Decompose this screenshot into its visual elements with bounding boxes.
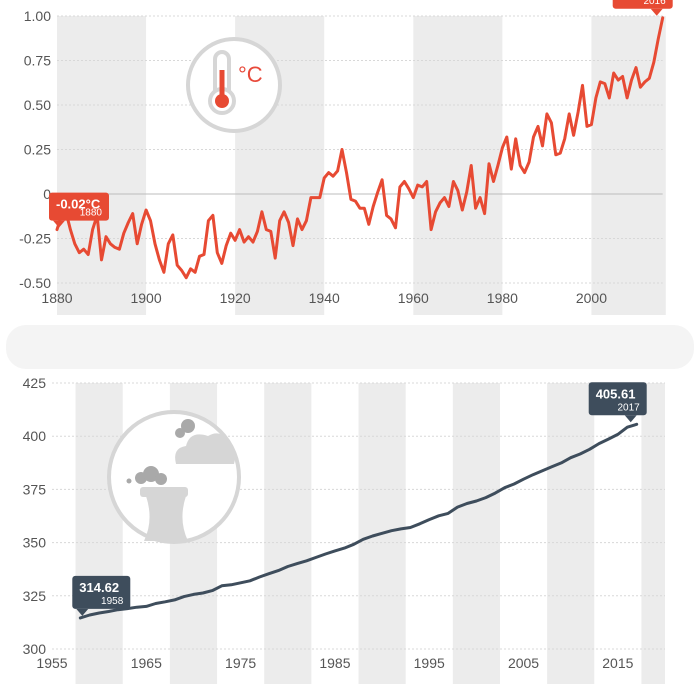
temp-callout-pointer (650, 8, 663, 16)
co2-background-band (75, 383, 123, 684)
celsius-label: °C (238, 62, 263, 87)
temp-data-line (55, 16, 665, 280)
co2-callout-year: 1958 (101, 596, 124, 607)
temp-callout-value: -0.02°C (56, 197, 101, 212)
temp-y-tick-label: 0.75 (24, 53, 51, 69)
smoke-puff (143, 466, 159, 482)
temp-callout-pointer (53, 220, 65, 228)
temp-callout-year: 1880 (80, 208, 103, 219)
temp-y-tick-label: 0.25 (24, 142, 51, 158)
smoke-puff (126, 478, 132, 484)
co2-callout-box (72, 575, 131, 609)
cloud (175, 433, 236, 464)
icon-ring (186, 37, 282, 133)
co2-y-tick-label: 400 (23, 428, 47, 444)
temp-callout-year: 2016 (643, 0, 666, 7)
smoke-puff (181, 419, 195, 433)
smoke-puff (175, 428, 185, 438)
co2-x-tick-label: 1995 (414, 655, 445, 671)
smoke-puff (155, 473, 167, 485)
temp-x-tick-label: 1880 (41, 290, 72, 306)
co2-x-tick-label: 2005 (508, 655, 539, 671)
co2-callout-pointer (76, 608, 89, 616)
co2-x-tick-label: 1955 (36, 655, 67, 671)
temp-y-tick-label: 0.50 (24, 97, 51, 113)
temp-x-tick-label: 1900 (130, 290, 161, 306)
temp-callout: 0.99°C2016 (612, 0, 673, 16)
temp-x-tick-label: 2000 (576, 290, 607, 306)
temp-y-tick-label: 1.00 (24, 8, 51, 24)
temp-background-band (57, 16, 147, 315)
co2-callout-value: 314.62 (79, 580, 119, 595)
temp-y-tick-label: -0.50 (19, 275, 51, 291)
temp-x-tick-label: 1960 (398, 290, 429, 306)
co2-callout-year: 2017 (617, 402, 640, 413)
co2-callout-pointer (624, 415, 637, 423)
co2-x-tick-label: 1975 (225, 655, 256, 671)
temp-y-tick-label: 0 (43, 186, 51, 202)
co2-background-band (452, 383, 500, 684)
co2-y-tick-label: 350 (23, 535, 47, 551)
temp-callout-box (612, 0, 673, 9)
co2-x-tick-label: 2015 (602, 655, 633, 671)
temp-x-tick-label: 1940 (309, 290, 340, 306)
temp-x-tick-label: 1980 (487, 290, 518, 306)
co2-data-line (78, 422, 639, 620)
co2-y-tick-label: 325 (23, 588, 47, 604)
co2-callout-box (588, 382, 647, 416)
tower-rim (140, 487, 188, 497)
blurred-divider (6, 325, 694, 369)
co2-x-tick-label: 1965 (131, 655, 162, 671)
factory-smoke-icon (107, 410, 241, 544)
co2-y-tick-label: 375 (23, 481, 47, 497)
co2-x-tick-label: 1985 (319, 655, 350, 671)
co2-y-tick-label: 300 (23, 641, 47, 657)
thermometer-mercury-bulb (215, 94, 229, 108)
co2-callout-value: 405.61 (596, 386, 636, 401)
co2-background-band (547, 383, 595, 684)
temp-x-tick-label: 1920 (220, 290, 251, 306)
cooling-tower (144, 496, 188, 541)
co2-background-band (264, 383, 312, 684)
temp-y-tick-label: -0.25 (19, 231, 51, 247)
thermometer-mercury (219, 70, 225, 100)
co2-background-band (641, 383, 665, 684)
thermometer-celsius-icon: °C (186, 37, 282, 133)
co2-y-tick-label: 425 (23, 375, 47, 391)
temp-callout-box (49, 192, 109, 221)
